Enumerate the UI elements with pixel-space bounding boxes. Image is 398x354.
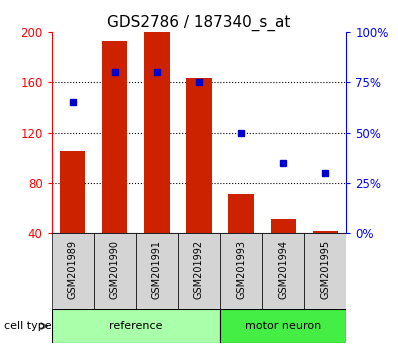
Text: GSM201990: GSM201990 xyxy=(110,240,120,299)
Bar xyxy=(304,233,346,309)
Text: GSM201994: GSM201994 xyxy=(278,240,288,299)
Bar xyxy=(220,309,346,343)
Bar xyxy=(60,152,86,284)
Text: GSM201993: GSM201993 xyxy=(236,240,246,299)
Bar xyxy=(144,32,170,284)
Bar xyxy=(312,231,338,284)
Text: GSM201989: GSM201989 xyxy=(68,240,78,299)
Text: GSM201995: GSM201995 xyxy=(320,240,330,299)
Bar xyxy=(262,233,304,309)
Bar xyxy=(220,233,262,309)
Bar xyxy=(228,194,254,284)
Text: GSM201992: GSM201992 xyxy=(194,240,204,299)
Bar xyxy=(178,233,220,309)
Text: cell type: cell type xyxy=(4,321,52,331)
Title: GDS2786 / 187340_s_at: GDS2786 / 187340_s_at xyxy=(107,14,291,30)
Bar xyxy=(52,309,220,343)
Bar xyxy=(52,233,94,309)
Bar xyxy=(136,233,178,309)
Text: GSM201991: GSM201991 xyxy=(152,240,162,299)
Text: motor neuron: motor neuron xyxy=(245,321,321,331)
Text: reference: reference xyxy=(109,321,163,331)
Bar xyxy=(271,219,296,284)
Bar xyxy=(186,79,212,284)
Bar xyxy=(102,41,127,284)
Bar xyxy=(94,233,136,309)
